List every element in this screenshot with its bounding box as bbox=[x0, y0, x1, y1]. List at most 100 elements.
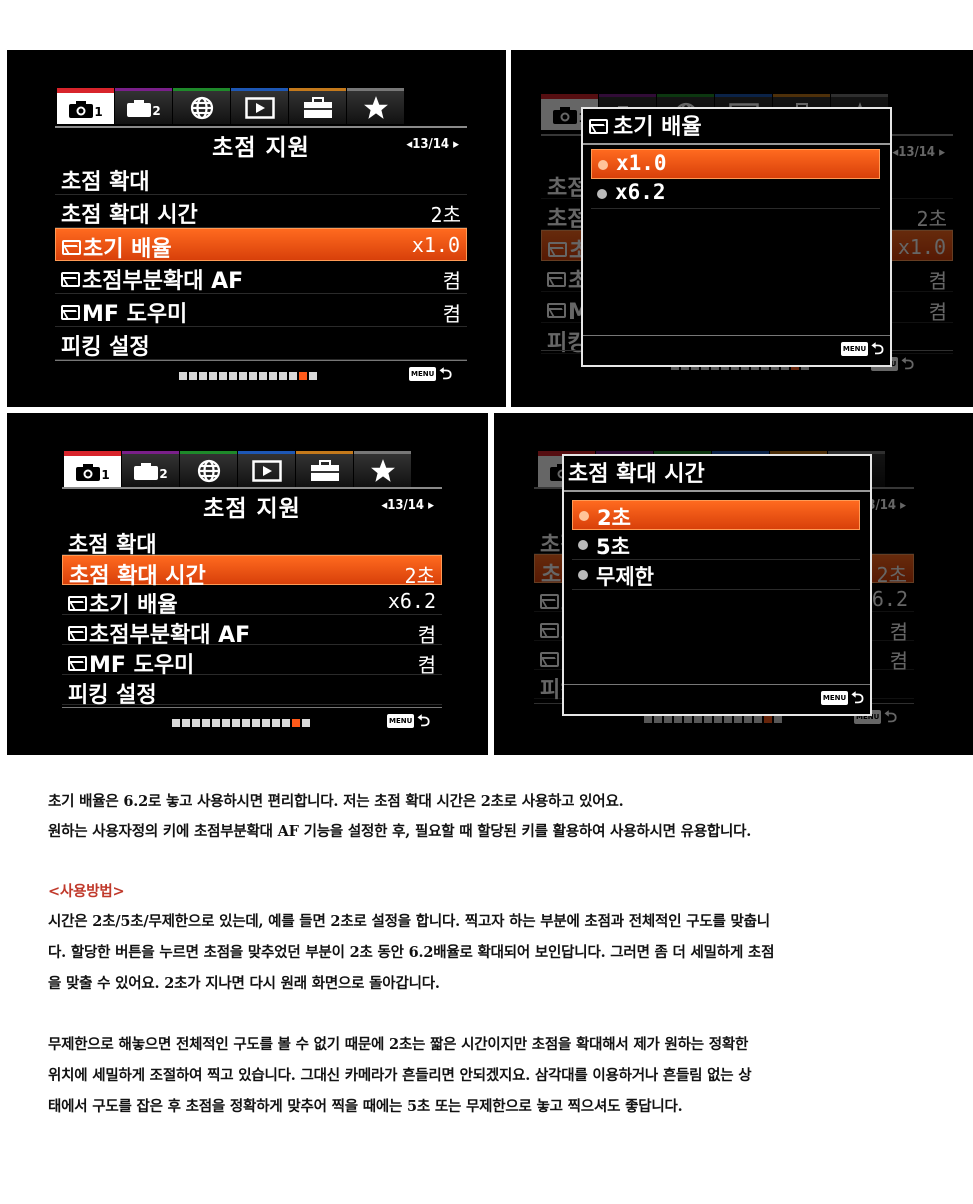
tab-number: 1 bbox=[94, 104, 103, 119]
menu-item-label: 피킹 설정 bbox=[68, 683, 157, 708]
tab-playback[interactable] bbox=[231, 88, 288, 124]
page-dot bbox=[259, 372, 267, 380]
menu-item-label: 초점 확대 bbox=[68, 533, 157, 558]
menu-item[interactable]: 초점부분확대 AF 켬 bbox=[62, 615, 442, 648]
image-icon bbox=[68, 596, 87, 611]
menu-item-label: 초점부분확대 AF bbox=[61, 263, 243, 295]
menu-item[interactable]: 피킹 설정 bbox=[62, 675, 442, 708]
menu-item-value: 켬 bbox=[442, 302, 461, 326]
page-dot bbox=[239, 372, 247, 380]
image-icon bbox=[61, 305, 80, 320]
star-icon bbox=[369, 458, 397, 484]
page-dot bbox=[179, 372, 187, 380]
page-indicator: ◂13/14 ▸ bbox=[406, 137, 459, 152]
image-icon bbox=[540, 594, 559, 609]
play-icon bbox=[251, 459, 282, 482]
image-icon bbox=[547, 272, 566, 287]
back-arrow-icon: ⮌ bbox=[884, 707, 898, 726]
page-dot bbox=[754, 715, 762, 723]
page-dot bbox=[189, 372, 197, 380]
popup-option[interactable]: 2초 bbox=[572, 500, 860, 530]
radio-icon bbox=[578, 540, 588, 550]
menu-item-label: 초점 확대 bbox=[61, 170, 150, 195]
globe-icon bbox=[196, 458, 222, 484]
page-dot bbox=[279, 372, 287, 380]
menu-key-icon: MENU bbox=[820, 691, 849, 705]
menu-item-value: 켬 bbox=[417, 653, 436, 677]
tab-network[interactable] bbox=[173, 88, 230, 124]
page-dot bbox=[744, 715, 752, 723]
menu-item-label: MF 도우미 bbox=[61, 296, 187, 328]
paragraph-2-line-3: 을 맞출 수 있어요. 2초가 지나면 다시 원래 화면으로 돌아갑니다. bbox=[48, 975, 440, 992]
page-dot bbox=[262, 719, 270, 727]
tab-number: 2 bbox=[159, 466, 168, 481]
focus-magnification-time-popup: 초점 확대 시간 2초 5초 무제한 MENU ⮌ bbox=[562, 454, 872, 716]
page-dot bbox=[694, 715, 702, 723]
menu-back-button[interactable]: MENU ⮌ bbox=[409, 366, 452, 382]
back-arrow-icon: ⮌ bbox=[871, 339, 884, 358]
page-dot bbox=[764, 715, 772, 723]
menu-title: 초점 지원 bbox=[212, 135, 310, 161]
menu-item-value: 2초 bbox=[876, 563, 907, 587]
menu-back-button[interactable]: MENU ⮌ bbox=[820, 690, 864, 706]
tab-setup[interactable] bbox=[289, 88, 346, 124]
paragraph-2-line-2: 다. 할당한 버튼을 누르면 초점을 맞추었던 부분이 2초 동안 6.2배율로… bbox=[48, 944, 775, 961]
camera-icon: 2 bbox=[126, 98, 161, 118]
page-dot bbox=[222, 719, 230, 727]
page-dot bbox=[272, 719, 280, 727]
page-dot bbox=[242, 719, 250, 727]
menu-item[interactable]: 초점 확대 시간 2초 bbox=[62, 555, 442, 589]
tab-shooting-2[interactable]: 2 bbox=[122, 451, 179, 487]
menu-header: 초점 지원 ◂13/14 ▸ bbox=[62, 487, 442, 522]
menu-item[interactable]: MF 도우미 켬 bbox=[62, 645, 442, 678]
menu-item[interactable]: 초점부분확대 AF 켬 bbox=[55, 261, 467, 294]
menu-item[interactable]: 초기 배율 x6.2 bbox=[62, 585, 442, 618]
page-dot bbox=[714, 715, 722, 723]
image-icon bbox=[540, 623, 559, 638]
popup-option-label: x1.0 bbox=[616, 151, 667, 175]
image-icon bbox=[62, 240, 81, 255]
menu-item-label: 초점부분확대 AF bbox=[68, 617, 250, 649]
tab-setup[interactable] bbox=[296, 451, 353, 487]
page-dot bbox=[734, 715, 742, 723]
popup-option[interactable]: 무제한 bbox=[572, 560, 860, 590]
menu-back-button[interactable]: MENU ⮌ bbox=[387, 713, 430, 729]
page-dot bbox=[664, 715, 672, 723]
page-dot bbox=[182, 719, 190, 727]
tab-my-menu[interactable] bbox=[347, 88, 404, 124]
camera-menu: 1 2 초점 지원 ◂13/14 ▸ 초점 확대 초점 확대 시간 2초 초기 배… bbox=[7, 50, 506, 407]
paragraph-1-line-2: 원하는 사용자정의 키에 초점부분확대 AF 기능을 설정한 후, 필요할 때 … bbox=[48, 823, 752, 840]
popup-option[interactable]: 5초 bbox=[572, 530, 860, 560]
menu-item-value: 켬 bbox=[889, 620, 908, 644]
tab-my-menu[interactable] bbox=[354, 451, 411, 487]
radio-icon bbox=[597, 189, 607, 199]
menu-item[interactable]: 초기 배율 x1.0 bbox=[55, 228, 467, 262]
popup-option[interactable]: x1.0 bbox=[591, 149, 880, 179]
radio-icon bbox=[578, 570, 588, 580]
camera-menu-screenshot-initial-magnification: 1 2 초점 지원 ◂13/14 ▸ 초점 확대 초점 확대 시간 2초 초기 배… bbox=[7, 50, 506, 407]
tab-playback[interactable] bbox=[238, 451, 295, 487]
popup-option[interactable]: x6.2 bbox=[591, 179, 880, 209]
popup-option-label: 2초 bbox=[597, 506, 631, 530]
menu-item[interactable]: 피킹 설정 bbox=[55, 327, 467, 360]
page-dot bbox=[299, 372, 307, 380]
page-dot bbox=[282, 719, 290, 727]
menu-back-button[interactable]: MENU ⮌ bbox=[840, 339, 884, 358]
menu-item[interactable]: 초점 확대 bbox=[62, 525, 442, 558]
page-dot bbox=[704, 715, 712, 723]
menu-item[interactable]: 초점 확대 시간 2초 bbox=[55, 195, 467, 228]
tab-shooting-1[interactable]: 1 bbox=[64, 451, 121, 487]
tab-shooting-1[interactable]: 1 bbox=[57, 88, 114, 124]
page-dot bbox=[192, 719, 200, 727]
play-icon bbox=[244, 96, 275, 119]
tab-network[interactable] bbox=[180, 451, 237, 487]
page-dot bbox=[249, 372, 257, 380]
menu-item-label: 초기 배율 bbox=[68, 587, 178, 619]
menu-item[interactable]: 초점 확대 bbox=[55, 162, 467, 195]
tab-shooting-2[interactable]: 2 bbox=[115, 88, 172, 124]
menu-item-label: 피킹 설정 bbox=[61, 335, 150, 360]
camera-icon: 1 bbox=[75, 462, 110, 482]
menu-item[interactable]: MF 도우미 켬 bbox=[55, 294, 467, 327]
